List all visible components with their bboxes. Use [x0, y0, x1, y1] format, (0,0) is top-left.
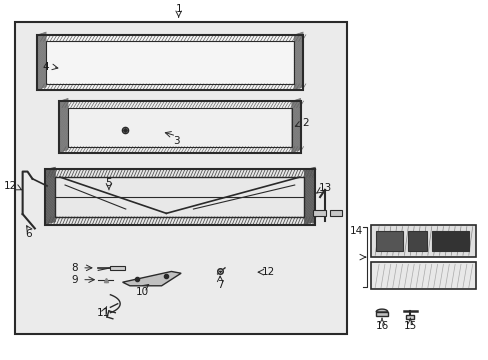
Bar — [68, 108, 291, 147]
Text: 12: 12 — [262, 267, 275, 277]
Bar — [110, 266, 125, 270]
Text: 3: 3 — [173, 136, 179, 145]
Text: 14: 14 — [349, 226, 363, 236]
Text: 15: 15 — [403, 321, 416, 331]
Text: 12: 12 — [4, 181, 17, 192]
Text: 7: 7 — [216, 280, 223, 290]
Bar — [407, 231, 427, 251]
Bar — [312, 211, 326, 216]
Bar — [37, 35, 303, 90]
Bar — [37, 35, 303, 90]
Text: 16: 16 — [375, 321, 388, 331]
Bar — [44, 169, 315, 225]
Bar — [44, 169, 315, 225]
Polygon shape — [122, 271, 181, 286]
Text: 9: 9 — [71, 275, 78, 285]
Text: 1: 1 — [175, 4, 182, 14]
Text: 8: 8 — [71, 263, 78, 273]
Bar — [59, 101, 300, 153]
Bar — [375, 231, 402, 251]
Bar — [370, 262, 475, 289]
Text: 11: 11 — [96, 309, 109, 318]
Text: 4: 4 — [42, 62, 49, 72]
Polygon shape — [375, 309, 387, 312]
Text: 13: 13 — [318, 183, 331, 193]
Bar — [406, 315, 413, 319]
Text: 6: 6 — [25, 229, 32, 239]
Bar — [329, 211, 341, 216]
Bar — [59, 101, 300, 153]
Polygon shape — [375, 312, 387, 316]
Bar — [431, 231, 468, 251]
Text: 2: 2 — [302, 118, 308, 128]
Bar — [370, 225, 475, 257]
Text: 10: 10 — [135, 287, 148, 297]
Bar — [15, 22, 346, 334]
Text: 5: 5 — [105, 178, 112, 188]
Bar — [46, 41, 294, 84]
Bar — [55, 177, 304, 217]
